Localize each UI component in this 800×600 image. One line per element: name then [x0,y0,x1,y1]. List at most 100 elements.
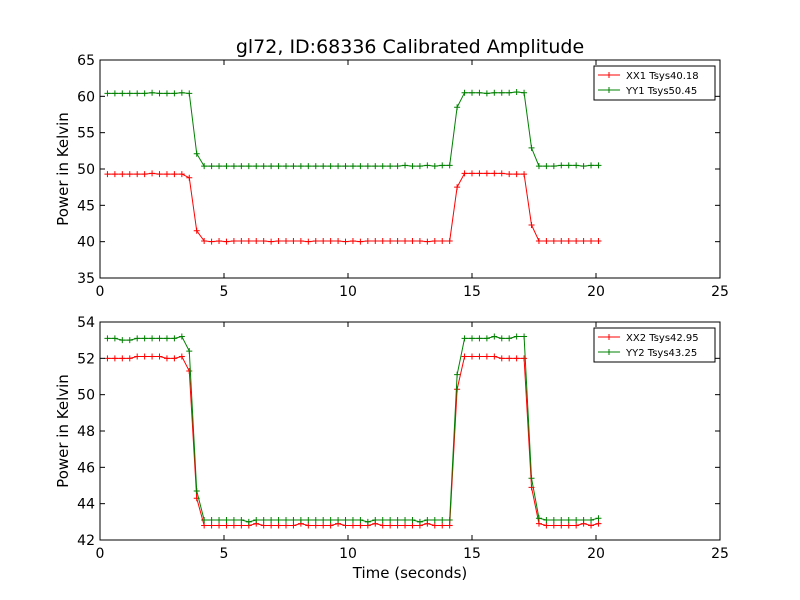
data-point [260,237,267,244]
data-point [387,163,394,170]
data-point [342,517,349,524]
data-point [535,163,542,170]
data-point [275,163,282,170]
data-point [111,90,118,97]
x-tick-label: 10 [339,546,357,562]
y-tick-label: 40 [77,235,95,251]
data-point [305,517,312,524]
data-point [141,171,148,178]
data-point [491,333,498,340]
data-point [320,237,327,244]
data-point [588,517,595,524]
data-point [461,335,468,342]
data-point [141,90,148,97]
data-point [268,163,275,170]
data-point [193,150,200,157]
data-point [483,353,490,360]
data-point [320,517,327,524]
data-point [275,522,282,529]
data-point [387,522,394,529]
data-point [134,171,141,178]
data-point [230,237,237,244]
data-point [469,89,475,96]
data-point [573,237,580,244]
data-point [439,162,446,169]
data-point [588,237,595,244]
data-point [223,238,230,245]
data-point [364,163,371,170]
data-point [461,89,468,96]
data-point [506,335,513,342]
data-point [238,517,245,524]
data-point [163,171,170,178]
data-point [528,475,535,482]
data-point [387,517,394,524]
data-point [461,353,468,360]
data-point [201,237,208,244]
data-point [320,163,327,170]
data-point [290,163,297,170]
data-point [379,517,386,524]
data-point [498,89,505,96]
data-point [342,238,349,245]
data-point [111,335,118,342]
y-tick-label: 35 [77,271,95,287]
data-point [431,522,438,529]
data-point [149,335,156,342]
data-point [349,163,356,170]
data-point [320,522,327,529]
data-point [111,171,118,178]
data-point [134,90,141,97]
data-point [156,335,163,342]
data-point [394,517,401,524]
data-point [513,333,520,340]
data-point [349,517,356,524]
data-point [141,353,148,360]
data-point [588,522,595,529]
data-point [327,517,334,524]
data-point [379,237,386,244]
data-point [335,237,342,244]
data-point [230,522,237,529]
data-point [565,237,572,244]
data-point [491,170,498,177]
data-point [171,335,178,342]
legend-entry: YY2 Tsys43.25 [598,348,697,359]
series-2 [104,88,602,170]
data-point [416,518,423,525]
data-point [283,517,289,524]
x-tick-label: 0 [96,284,105,300]
data-point [550,237,557,244]
data-point [454,386,461,393]
data-point [141,335,148,342]
x-tick-label: 15 [463,284,481,300]
data-point [402,522,409,529]
data-point [372,517,379,524]
data-point [238,237,245,244]
data-point [431,517,438,524]
data-point [156,171,163,178]
legend: XX2 Tsys42.95 YY2 Tsys43.25 [593,327,716,363]
data-point [149,353,156,360]
data-point [543,237,550,244]
data-point [409,163,416,170]
data-point [483,170,490,177]
data-point [565,162,572,169]
data-point [469,170,475,177]
legend-marker [606,349,612,355]
data-point [550,522,557,529]
data-point [119,171,126,178]
data-point [245,518,252,525]
data-point [446,522,453,529]
data-point [216,517,223,524]
data-point [223,517,230,524]
data-point [543,517,550,524]
data-point [305,522,312,529]
data-point [178,171,185,178]
data-point [498,335,505,342]
data-point [312,522,319,529]
data-point [513,171,520,178]
data-point [305,163,312,170]
data-point [528,221,535,228]
y-tick-label: 50 [77,162,95,178]
